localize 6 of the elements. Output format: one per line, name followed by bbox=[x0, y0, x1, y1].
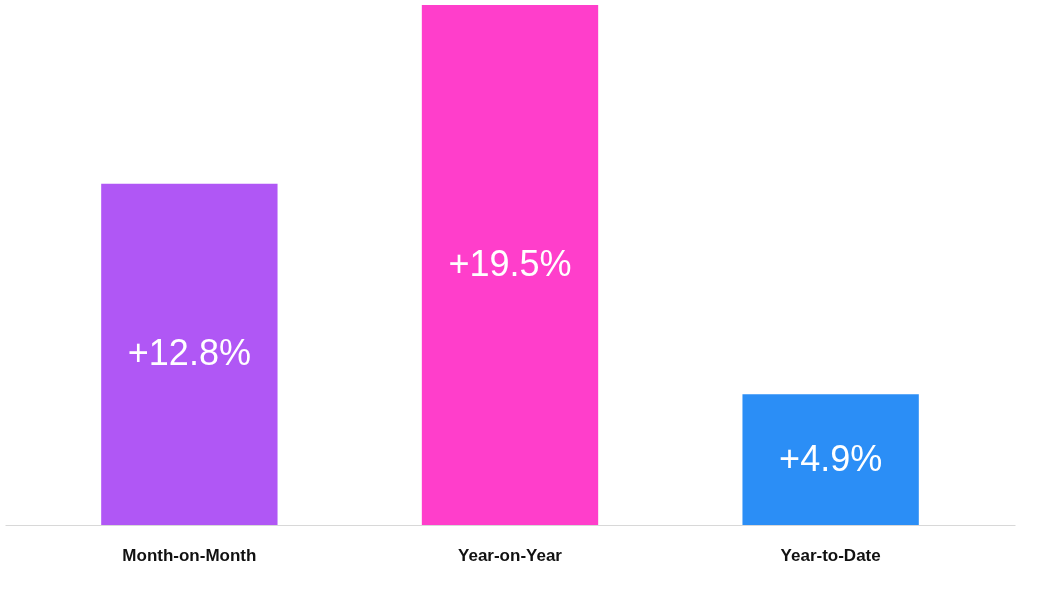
data-label: +4.9% bbox=[779, 437, 883, 479]
data-label: +19.5% bbox=[448, 243, 572, 284]
data-label: +12.8% bbox=[127, 332, 251, 374]
x-tick-label: Year-to-Date bbox=[780, 545, 881, 565]
x-tick-label: Month-on-Month bbox=[122, 545, 257, 565]
x-tick-label: Year-on-Year bbox=[458, 545, 563, 565]
